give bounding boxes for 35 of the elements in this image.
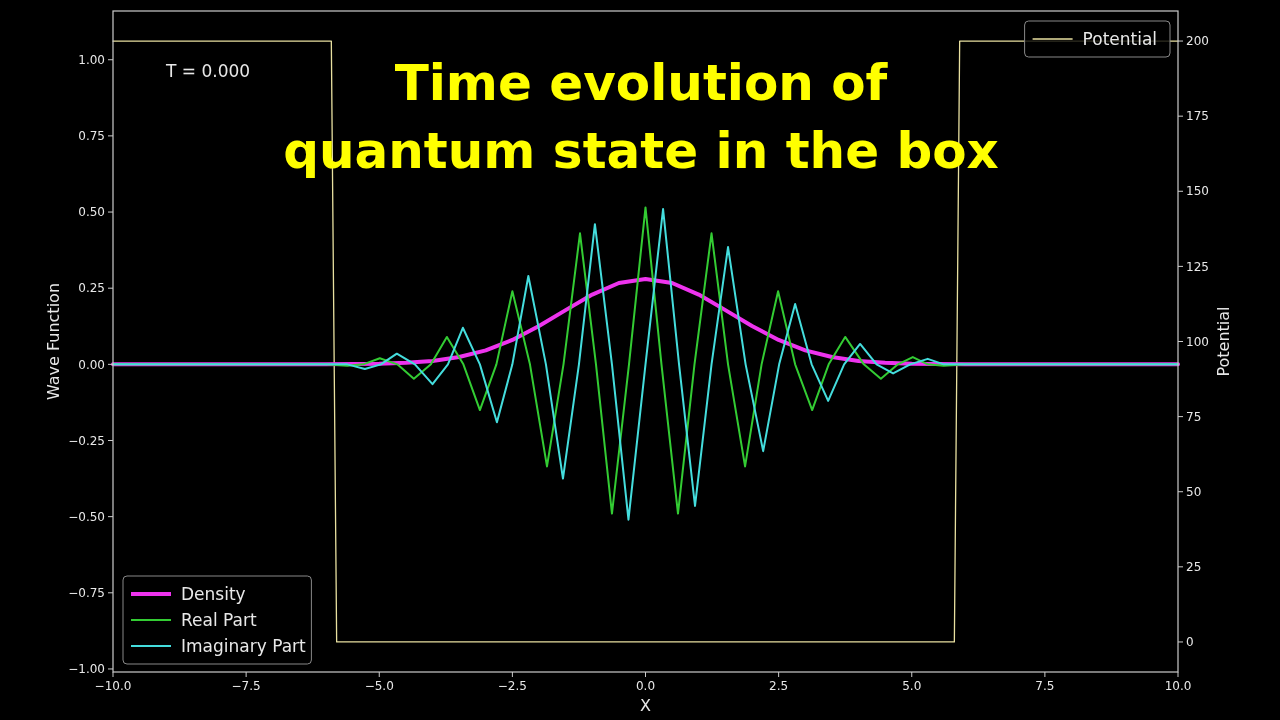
x-tick-label: −10.0 bbox=[94, 679, 132, 693]
annotation: T = 0.000 bbox=[165, 61, 251, 81]
x-tick-label: 0.0 bbox=[635, 679, 656, 693]
legend-label: Imaginary Part bbox=[181, 635, 307, 656]
y-tick-label: 0.75 bbox=[78, 129, 105, 144]
y2-tick-label: 25 bbox=[1186, 560, 1202, 575]
y2-tick-label: 125 bbox=[1186, 259, 1209, 274]
y-tick-label: 0.25 bbox=[78, 281, 105, 296]
y-tick-label: 0.50 bbox=[78, 205, 105, 220]
x-tick-label: 10.0 bbox=[1164, 679, 1192, 693]
y-axis-title: Wave Function bbox=[44, 282, 63, 401]
y2-tick-label: 50 bbox=[1186, 484, 1202, 499]
legend-label: Density bbox=[181, 583, 246, 604]
y-tick-label: 1.00 bbox=[78, 52, 105, 67]
x-tick-label: 2.5 bbox=[769, 679, 789, 693]
y-tick-label: −0.25 bbox=[68, 433, 105, 448]
x-axis-title: X bbox=[640, 696, 652, 715]
y2-tick-label: 75 bbox=[1186, 409, 1202, 424]
y-tick-label: 0.00 bbox=[78, 357, 105, 372]
y2-tick-label: 175 bbox=[1186, 109, 1209, 124]
y2-tick-label: 100 bbox=[1186, 334, 1209, 349]
y2-tick-label: 150 bbox=[1186, 184, 1209, 199]
x-tick-label: −2.5 bbox=[497, 679, 527, 693]
y2-tick-label: 0 bbox=[1186, 635, 1194, 650]
x-tick-label: 5.0 bbox=[902, 679, 922, 693]
y-tick-label: −0.75 bbox=[68, 586, 105, 600]
x-tick-label: −7.5 bbox=[231, 679, 261, 693]
y-tick-label: −1.00 bbox=[68, 662, 105, 677]
x-tick-label: −5.0 bbox=[364, 679, 394, 693]
y2-tick-label: 200 bbox=[1186, 34, 1209, 49]
x-tick-label: 7.5 bbox=[1035, 679, 1055, 693]
legend-label: Potential bbox=[1082, 28, 1158, 49]
y2-axis-title: Potential bbox=[1214, 306, 1233, 377]
legend-label: Real Part bbox=[181, 609, 257, 630]
y-tick-label: −0.50 bbox=[68, 509, 105, 524]
